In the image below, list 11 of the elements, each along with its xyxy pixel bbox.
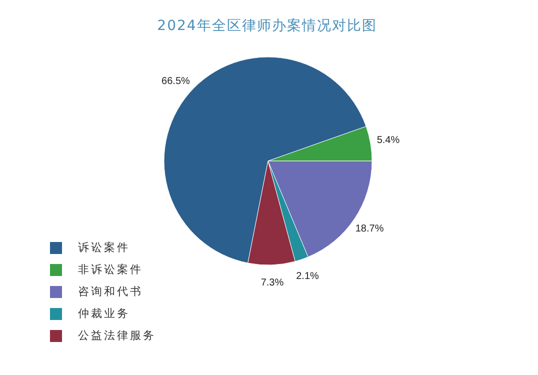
data-label: 66.5% xyxy=(162,76,190,87)
data-label: 2.1% xyxy=(296,271,320,282)
legend-label: 诉讼案件 xyxy=(78,241,130,254)
data-label: 7.3% xyxy=(260,278,284,289)
chart-title: 2024年全区律师办案情况对比图 xyxy=(157,17,377,34)
data-label: 18.7% xyxy=(355,223,384,234)
legend-label: 仲裁业务 xyxy=(78,307,130,320)
legend-label: 非诉讼案件 xyxy=(78,263,143,276)
legend-label: 公益法律服务 xyxy=(78,329,156,342)
data-label: 5.4% xyxy=(376,135,400,146)
legend-label: 咨询和代书 xyxy=(78,285,143,298)
